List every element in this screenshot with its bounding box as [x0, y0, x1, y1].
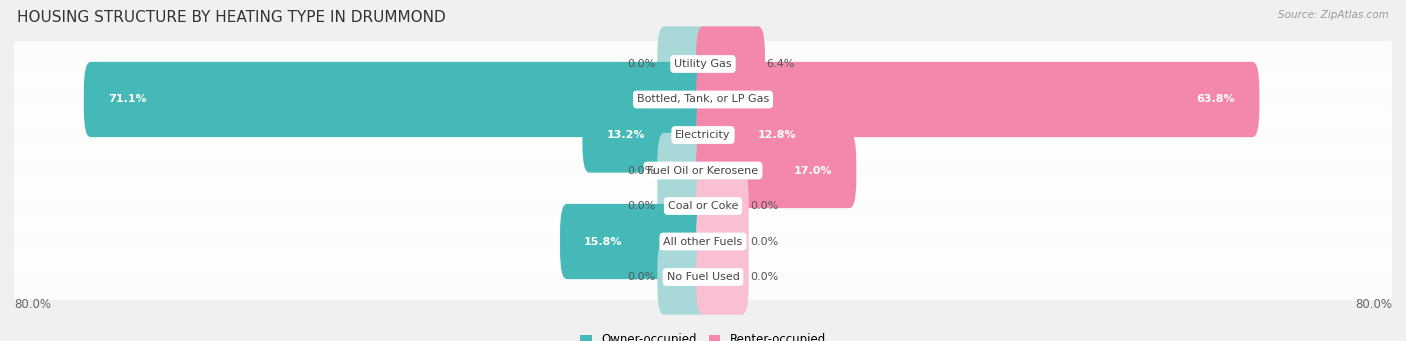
Text: Electricity: Electricity — [675, 130, 731, 140]
FancyBboxPatch shape — [658, 133, 710, 208]
Text: 80.0%: 80.0% — [14, 298, 51, 311]
Text: 17.0%: 17.0% — [793, 165, 832, 176]
FancyBboxPatch shape — [696, 168, 748, 243]
FancyBboxPatch shape — [14, 38, 1392, 90]
Text: Source: ZipAtlas.com: Source: ZipAtlas.com — [1278, 10, 1389, 20]
FancyBboxPatch shape — [582, 98, 710, 173]
FancyBboxPatch shape — [14, 180, 1392, 232]
FancyBboxPatch shape — [658, 239, 710, 315]
Text: 0.0%: 0.0% — [751, 237, 779, 247]
Text: 71.1%: 71.1% — [108, 94, 146, 104]
Text: 0.0%: 0.0% — [627, 201, 655, 211]
Text: 13.2%: 13.2% — [606, 130, 645, 140]
FancyBboxPatch shape — [560, 204, 710, 279]
Text: 80.0%: 80.0% — [1355, 298, 1392, 311]
Text: HOUSING STRUCTURE BY HEATING TYPE IN DRUMMOND: HOUSING STRUCTURE BY HEATING TYPE IN DRU… — [17, 10, 446, 25]
Text: 12.8%: 12.8% — [758, 130, 796, 140]
Text: Coal or Coke: Coal or Coke — [668, 201, 738, 211]
Text: 0.0%: 0.0% — [751, 201, 779, 211]
Text: Fuel Oil or Kerosene: Fuel Oil or Kerosene — [647, 165, 759, 176]
Text: 0.0%: 0.0% — [627, 165, 655, 176]
FancyBboxPatch shape — [696, 98, 820, 173]
FancyBboxPatch shape — [696, 239, 748, 315]
Text: Utility Gas: Utility Gas — [675, 59, 731, 69]
FancyBboxPatch shape — [696, 133, 856, 208]
Text: 15.8%: 15.8% — [583, 237, 623, 247]
FancyBboxPatch shape — [14, 109, 1392, 161]
Text: 0.0%: 0.0% — [751, 272, 779, 282]
FancyBboxPatch shape — [658, 26, 710, 102]
Text: Bottled, Tank, or LP Gas: Bottled, Tank, or LP Gas — [637, 94, 769, 104]
Text: 0.0%: 0.0% — [627, 59, 655, 69]
FancyBboxPatch shape — [696, 62, 1260, 137]
Text: 63.8%: 63.8% — [1197, 94, 1236, 104]
Text: 6.4%: 6.4% — [766, 59, 796, 69]
FancyBboxPatch shape — [696, 204, 748, 279]
FancyBboxPatch shape — [14, 73, 1392, 126]
FancyBboxPatch shape — [14, 215, 1392, 268]
Text: No Fuel Used: No Fuel Used — [666, 272, 740, 282]
Legend: Owner-occupied, Renter-occupied: Owner-occupied, Renter-occupied — [575, 329, 831, 341]
Text: 0.0%: 0.0% — [627, 272, 655, 282]
FancyBboxPatch shape — [658, 168, 710, 243]
Text: All other Fuels: All other Fuels — [664, 237, 742, 247]
FancyBboxPatch shape — [14, 144, 1392, 197]
FancyBboxPatch shape — [696, 26, 765, 102]
FancyBboxPatch shape — [84, 62, 710, 137]
FancyBboxPatch shape — [14, 251, 1392, 303]
